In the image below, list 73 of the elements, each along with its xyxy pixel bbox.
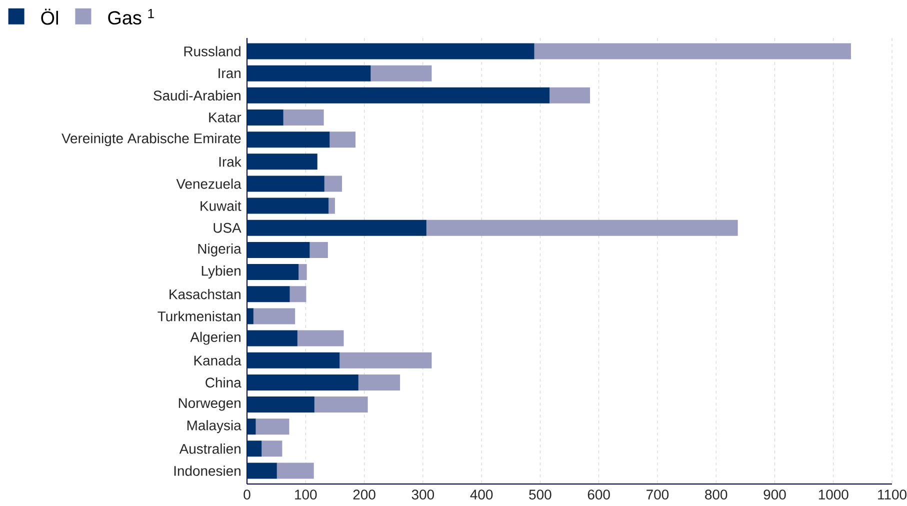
bar [276, 462, 314, 479]
y-tick-label: Turkmenistan [158, 311, 240, 322]
legend-label: Gas $^{1}$ [108, 8, 154, 25]
bar [298, 264, 307, 280]
bar [247, 440, 262, 457]
y-tick-label: Russland [184, 46, 240, 56]
y-tick-label: China [206, 377, 242, 388]
bar [256, 418, 290, 435]
x-tick-label: 300 [412, 490, 434, 500]
bar [253, 308, 296, 324]
bar [247, 418, 256, 435]
x-tick-label: 1000 [818, 490, 848, 500]
y-tick-label: Saudi-Arabien [154, 90, 240, 101]
x-tick-label: 400 [470, 490, 493, 500]
bar [426, 220, 738, 236]
bar [247, 65, 371, 82]
bar [247, 330, 298, 346]
bar [247, 462, 277, 479]
bar [247, 109, 284, 126]
x-tick-label: 900 [764, 490, 786, 500]
bar [247, 264, 299, 280]
y-tick-label: Kasachstan [170, 289, 240, 300]
y-tick-label: Indonesien [174, 466, 240, 476]
y-tick-label: Venezuela [176, 178, 242, 189]
bar [247, 242, 310, 258]
bar [290, 286, 306, 302]
bar [534, 43, 851, 60]
y-tick-label: Algerien [190, 332, 240, 345]
bar [247, 43, 534, 60]
y-tick-label: Vereinigte Arabische Emirate [62, 133, 241, 146]
bar [262, 440, 282, 457]
bar [247, 220, 426, 236]
bar [370, 65, 432, 82]
bar [247, 87, 550, 104]
bar [247, 286, 290, 302]
y-tick-label: USA [214, 222, 242, 233]
y-tick-label: Malaysia [187, 420, 242, 434]
bar [328, 198, 335, 214]
y-tick-label: Norwegen [178, 398, 240, 411]
x-tick-label: 600 [588, 490, 610, 500]
y-tick-label: Katar [209, 112, 242, 122]
x-tick-label: 0 [244, 490, 250, 500]
bar [340, 352, 432, 368]
y-tick-label: Iran [218, 68, 240, 78]
y-tick-label: Australien [179, 444, 240, 454]
bar [358, 374, 400, 390]
bar [247, 308, 254, 324]
bar [314, 396, 368, 413]
bar [247, 396, 314, 413]
bar [550, 87, 590, 104]
legend-label: Öl [41, 8, 58, 25]
y-tick-label: Kanada [194, 355, 242, 366]
x-tick-label: 500 [529, 490, 552, 500]
y-tick-label: Kuwait [200, 200, 242, 211]
bar [247, 132, 330, 148]
bar [297, 330, 344, 346]
bar [247, 198, 329, 214]
bar [247, 176, 324, 192]
bar [283, 109, 324, 126]
y-tick-label: Irak [219, 156, 242, 167]
x-tick-label: 100 [295, 490, 317, 500]
x-tick-label: 800 [705, 490, 728, 500]
bar [324, 176, 342, 192]
x-tick-label: 1100 [878, 490, 906, 500]
y-tick-label: Lybien [202, 266, 240, 279]
x-tick-label: 700 [646, 490, 669, 500]
bar [247, 374, 358, 390]
bar [247, 352, 340, 368]
bar [310, 242, 328, 258]
bar [330, 132, 356, 148]
x-tick-label: 200 [353, 490, 376, 500]
y-tick-label: Nigeria [198, 243, 242, 256]
bar [247, 154, 318, 170]
